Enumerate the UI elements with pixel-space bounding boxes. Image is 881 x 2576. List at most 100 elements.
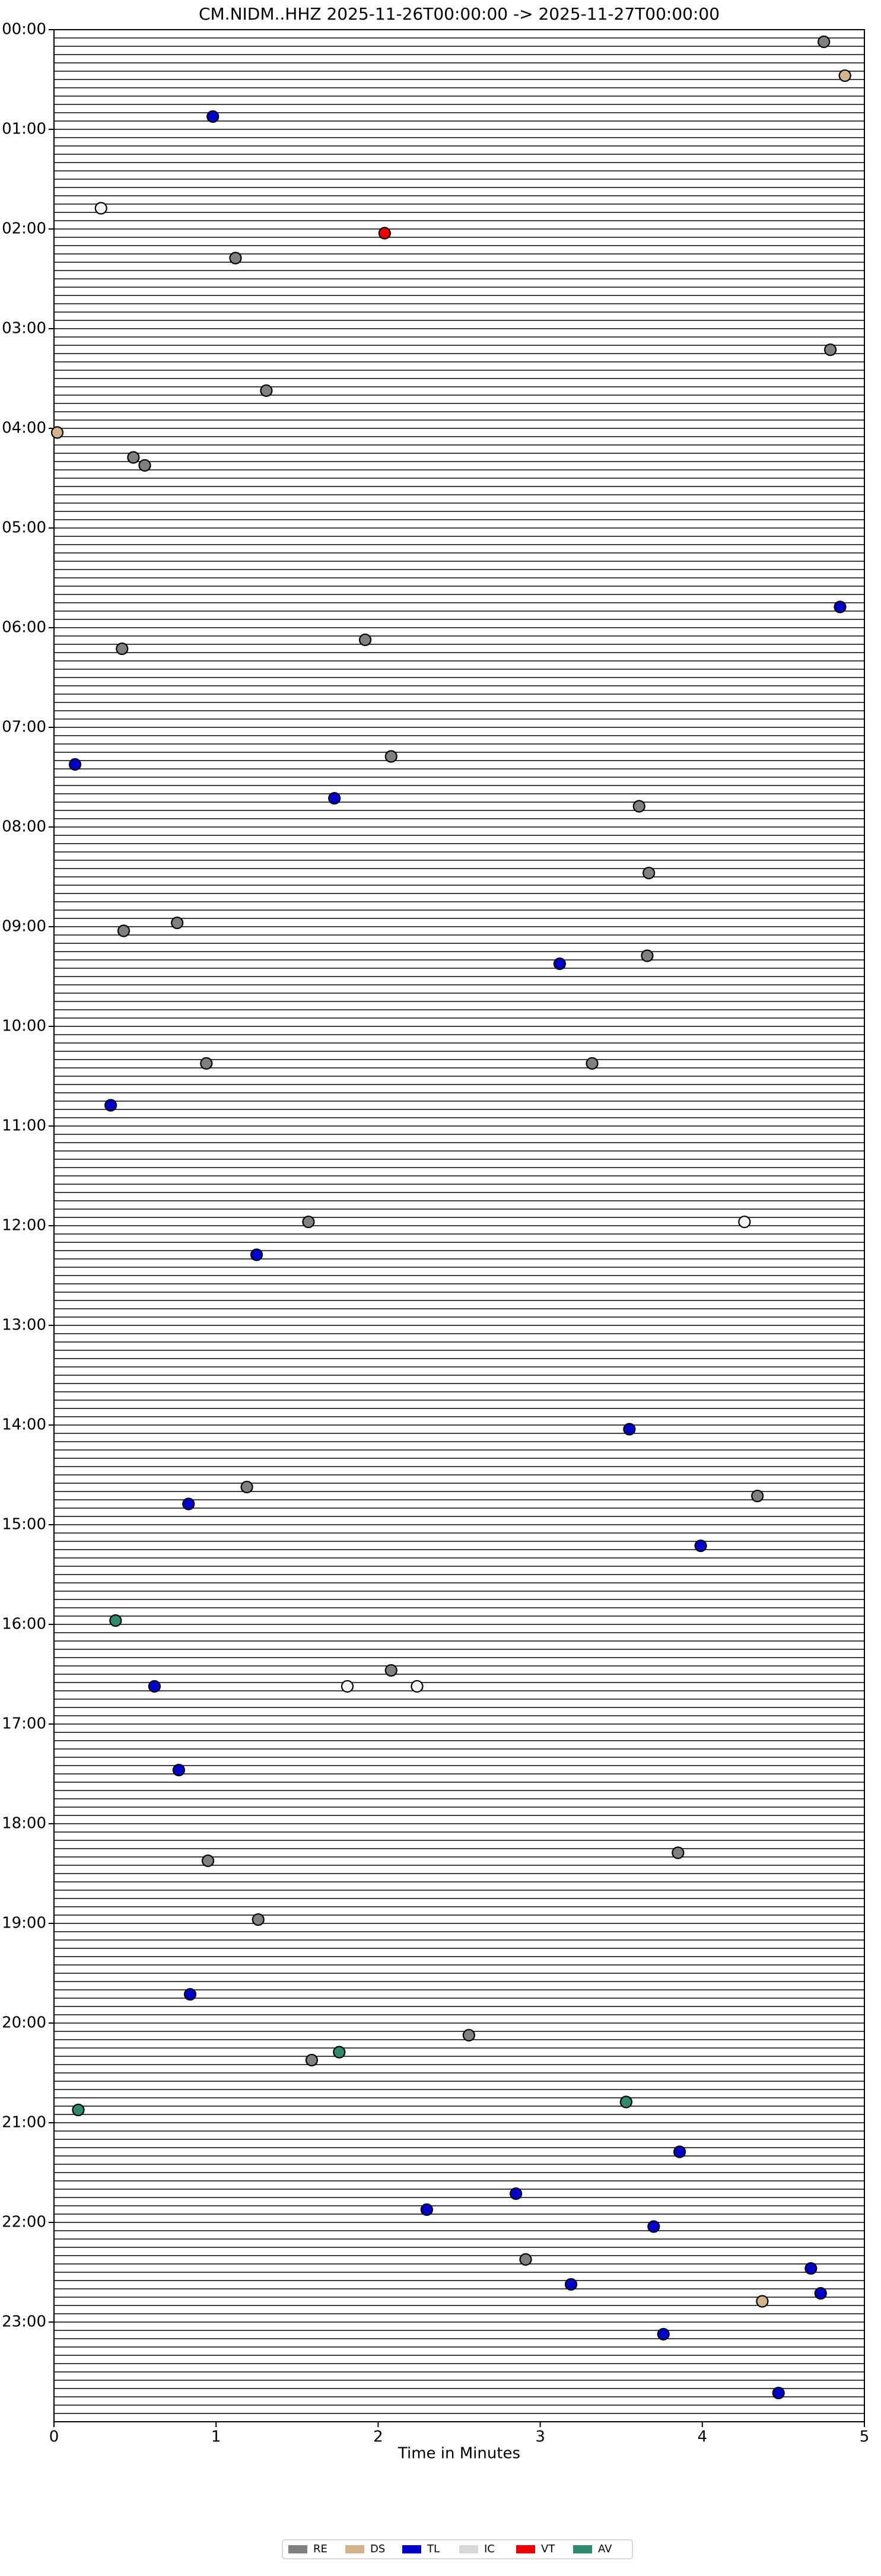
- event-marker: [358, 633, 372, 647]
- event-marker: [824, 343, 837, 357]
- event-marker: [341, 1680, 354, 1693]
- event-marker: [240, 1480, 253, 1494]
- event-marker: [643, 866, 656, 880]
- event-marker: [804, 2262, 818, 2275]
- event-marker: [201, 1854, 215, 1868]
- legend-label: IC: [484, 2543, 495, 2555]
- y-tick-label: 02:00: [2, 220, 46, 238]
- x-tick-label: 2: [373, 2428, 383, 2446]
- event-marker: [619, 2095, 632, 2108]
- event-marker: [117, 924, 131, 937]
- event-marker: [586, 1057, 599, 1070]
- y-tick-label: 00:00: [2, 21, 46, 39]
- y-tick-label: 16:00: [2, 1615, 46, 1633]
- event-marker: [72, 2103, 85, 2117]
- y-tick-label: 06:00: [2, 619, 46, 637]
- y-tick-label: 23:00: [2, 2313, 46, 2331]
- legend-swatch: [345, 2545, 364, 2553]
- x-tick-label: 1: [211, 2428, 221, 2446]
- event-marker: [50, 426, 64, 439]
- event-marker: [384, 750, 397, 763]
- y-tick-label: 07:00: [2, 718, 46, 736]
- event-marker: [183, 1987, 197, 2001]
- event-marker: [260, 384, 273, 397]
- event-marker: [834, 600, 847, 613]
- event-marker: [751, 1489, 764, 1503]
- event-marker: [171, 916, 184, 930]
- event-marker: [756, 2295, 769, 2308]
- event-marker: [250, 1248, 263, 1261]
- legend-label: DS: [370, 2543, 385, 2555]
- x-tick-label: 0: [49, 2428, 59, 2446]
- y-tick-label: 04:00: [2, 419, 46, 437]
- chart-title: CM.NIDM..HHZ 2025-11-26T00:00:00 -> 2025…: [199, 4, 720, 24]
- event-marker: [333, 2046, 346, 2059]
- legend-frame: [282, 2539, 633, 2559]
- event-marker: [94, 202, 107, 215]
- y-tick-label: 22:00: [2, 2214, 46, 2231]
- traces: [54, 29, 864, 2414]
- event-marker: [384, 1664, 397, 1677]
- event-marker: [632, 800, 645, 813]
- event-marker: [109, 1614, 122, 1627]
- event-marker: [138, 459, 151, 472]
- y-tick-label: 03:00: [2, 320, 46, 338]
- y-tick-label: 01:00: [2, 120, 46, 138]
- event-marker: [229, 252, 242, 265]
- event-marker: [647, 2220, 660, 2233]
- event-marker: [553, 957, 566, 971]
- legend-swatch: [402, 2545, 421, 2553]
- y-tick-label: 19:00: [2, 1914, 46, 1932]
- x-tick-label: 4: [698, 2428, 708, 2446]
- legend-swatch: [459, 2545, 478, 2553]
- x-axis-label: Time in Minutes: [397, 2445, 520, 2463]
- y-tick-label: 05:00: [2, 519, 46, 537]
- x-tick-label: 3: [535, 2428, 545, 2446]
- legend: RE DS TL IC VT AV: [282, 2539, 633, 2559]
- event-marker: [738, 1215, 751, 1229]
- event-marker: [378, 227, 391, 240]
- event-marker: [657, 2327, 670, 2341]
- legend-swatch: [573, 2545, 592, 2553]
- legend-label: AV: [598, 2543, 612, 2555]
- x-tick-label: 5: [860, 2428, 870, 2446]
- event-marker: [564, 2278, 578, 2291]
- y-tick-label: 18:00: [2, 1815, 46, 1833]
- y-tick-label: 08:00: [2, 818, 46, 836]
- y-tick-label: 12:00: [2, 1217, 46, 1235]
- event-marker: [672, 1846, 685, 1859]
- event-marker: [104, 1099, 117, 1112]
- y-tick-label: 17:00: [2, 1715, 46, 1733]
- y-tick-label: 15:00: [2, 1516, 46, 1534]
- y-tick-label: 20:00: [2, 2014, 46, 2032]
- event-marker: [420, 2203, 433, 2216]
- legend-label: VT: [541, 2543, 555, 2555]
- event-marker: [462, 2028, 475, 2042]
- event-marker: [305, 2053, 318, 2067]
- event-marker: [148, 1680, 161, 1693]
- event-marker: [411, 1680, 424, 1693]
- event-marker: [673, 2145, 686, 2158]
- event-marker: [116, 642, 129, 656]
- event-marker: [68, 758, 82, 771]
- y-tick-label: 21:00: [2, 2114, 46, 2132]
- y-tick-label: 09:00: [2, 918, 46, 936]
- event-marker: [772, 2386, 785, 2400]
- event-marker: [302, 1215, 315, 1229]
- y-tick-label: 10:00: [2, 1017, 46, 1035]
- y-tick-label: 13:00: [2, 1316, 46, 1334]
- event-marker: [838, 69, 851, 82]
- legend-swatch: [516, 2545, 535, 2553]
- event-marker: [519, 2253, 532, 2266]
- event-marker: [127, 451, 140, 464]
- event-marker: [814, 2286, 827, 2300]
- event-marker: [172, 1763, 185, 1777]
- y-tick-label: 11:00: [2, 1117, 46, 1135]
- legend-swatch: [288, 2545, 307, 2553]
- legend-label: RE: [313, 2543, 327, 2555]
- event-marker: [510, 2187, 523, 2200]
- legend-label: TL: [427, 2543, 440, 2555]
- event-marker: [623, 1423, 636, 1436]
- event-marker: [182, 1497, 195, 1510]
